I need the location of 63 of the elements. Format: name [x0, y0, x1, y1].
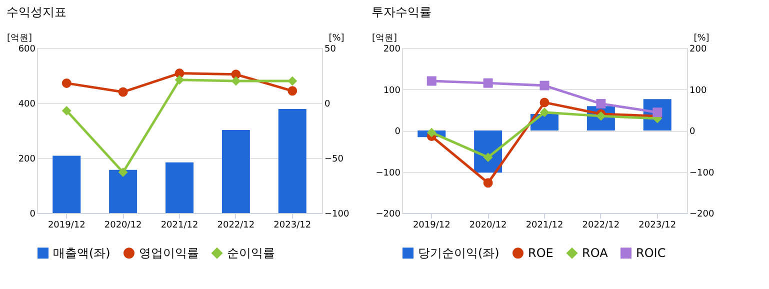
- y2-tick-label: −50: [324, 154, 344, 164]
- x-tick-label: 2022/12: [582, 220, 620, 230]
- bar: [166, 162, 194, 213]
- legend-label: 순이익률: [227, 246, 275, 260]
- y2-tick-label: 0: [324, 100, 330, 110]
- point: [426, 128, 436, 138]
- point: [596, 98, 606, 108]
- x-tick-label: 2019/12: [48, 220, 86, 230]
- bar: [52, 156, 81, 213]
- y2-axis-title: [%]: [694, 34, 710, 44]
- point: [288, 76, 298, 86]
- chart-title: 수익성지표: [6, 5, 66, 19]
- y2-tick-label: −200: [690, 210, 714, 220]
- y2-tick-label: 50: [324, 44, 336, 54]
- legend-label: ROA: [582, 246, 609, 260]
- y-axis-title: [억원]: [6, 34, 32, 44]
- bar: [278, 109, 306, 213]
- y-tick-label: 100: [383, 86, 401, 96]
- x-tick-label: 2021/12: [526, 220, 564, 230]
- x-tick-label: 2021/12: [160, 220, 198, 230]
- y-tick-label: −100: [376, 168, 401, 178]
- y2-tick-label: 100: [690, 86, 707, 96]
- x-tick-label: 2020/12: [469, 220, 507, 230]
- point: [483, 152, 493, 162]
- legend-label: ROE: [528, 246, 554, 260]
- point: [483, 178, 493, 188]
- bar: [222, 130, 250, 213]
- point: [540, 80, 550, 90]
- legend-label: 영업이익률: [139, 246, 199, 260]
- legend-label: ROIC: [636, 246, 666, 260]
- point: [174, 75, 184, 85]
- point: [118, 168, 128, 178]
- y2-tick-label: −100: [324, 210, 350, 220]
- point: [62, 78, 72, 88]
- y2-tick-label: −100: [690, 168, 714, 178]
- x-tick-label: 2023/12: [274, 220, 312, 230]
- y-tick-label: −200: [376, 210, 401, 220]
- point: [540, 98, 550, 108]
- y-tick-label: 200: [383, 44, 401, 54]
- y-tick-label: 0: [394, 127, 401, 137]
- point: [426, 76, 436, 86]
- point: [62, 106, 72, 116]
- y2-axis-title: [%]: [328, 34, 344, 44]
- bar: [109, 170, 138, 213]
- y2-tick-label: 0: [690, 127, 696, 137]
- y-tick-label: 400: [18, 100, 36, 110]
- y-tick-label: 600: [18, 44, 36, 54]
- legend-label: 매출액(좌): [53, 246, 110, 260]
- point: [288, 86, 298, 96]
- y2-tick-label: 200: [690, 44, 707, 54]
- point: [231, 76, 241, 86]
- y-tick-label: 0: [30, 210, 36, 220]
- x-tick-label: 2023/12: [638, 220, 676, 230]
- point: [118, 87, 128, 97]
- chart-title: 투자수익률: [371, 5, 432, 19]
- legend-label: 당기순이익(좌): [418, 246, 500, 260]
- point: [540, 108, 550, 118]
- y-axis-title: [억원]: [372, 34, 398, 44]
- x-tick-label: 2019/12: [412, 220, 450, 230]
- y-tick-label: 200: [18, 154, 36, 164]
- x-tick-label: 2022/12: [217, 220, 255, 230]
- point: [483, 78, 493, 88]
- x-tick-label: 2020/12: [104, 220, 142, 230]
